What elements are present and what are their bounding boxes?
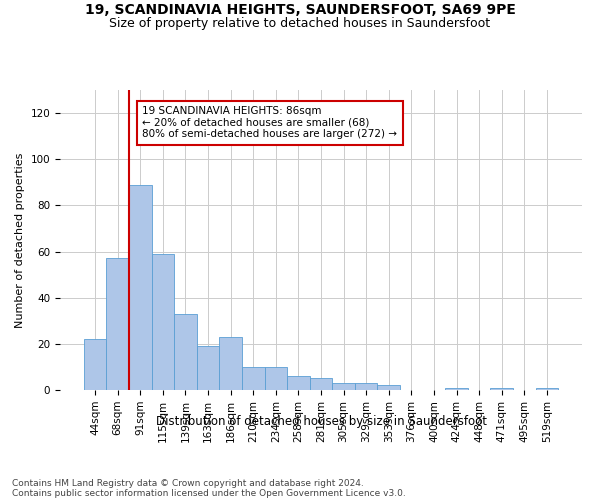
Bar — [332, 383, 355, 390]
Bar — [84, 339, 106, 390]
Y-axis label: Number of detached properties: Number of detached properties — [15, 152, 25, 328]
Bar — [197, 346, 220, 390]
Text: 19 SCANDINAVIA HEIGHTS: 86sqm
← 20% of detached houses are smaller (68)
80% of s: 19 SCANDINAVIA HEIGHTS: 86sqm ← 20% of d… — [142, 106, 397, 140]
Bar — [220, 337, 242, 390]
Bar — [152, 254, 174, 390]
Bar — [377, 386, 400, 390]
Bar — [129, 184, 152, 390]
Bar — [265, 367, 287, 390]
Text: 19, SCANDINAVIA HEIGHTS, SAUNDERSFOOT, SA69 9PE: 19, SCANDINAVIA HEIGHTS, SAUNDERSFOOT, S… — [85, 2, 515, 16]
Bar — [445, 388, 468, 390]
Bar — [287, 376, 310, 390]
Text: Contains HM Land Registry data © Crown copyright and database right 2024.: Contains HM Land Registry data © Crown c… — [12, 478, 364, 488]
Bar — [242, 367, 265, 390]
Text: Contains public sector information licensed under the Open Government Licence v3: Contains public sector information licen… — [12, 488, 406, 498]
Bar — [355, 383, 377, 390]
Text: Size of property relative to detached houses in Saundersfoot: Size of property relative to detached ho… — [109, 18, 491, 30]
Bar — [490, 388, 513, 390]
Bar — [536, 388, 558, 390]
Bar — [106, 258, 129, 390]
Bar — [174, 314, 197, 390]
Text: Distribution of detached houses by size in Saundersfoot: Distribution of detached houses by size … — [155, 415, 487, 428]
Bar — [310, 378, 332, 390]
